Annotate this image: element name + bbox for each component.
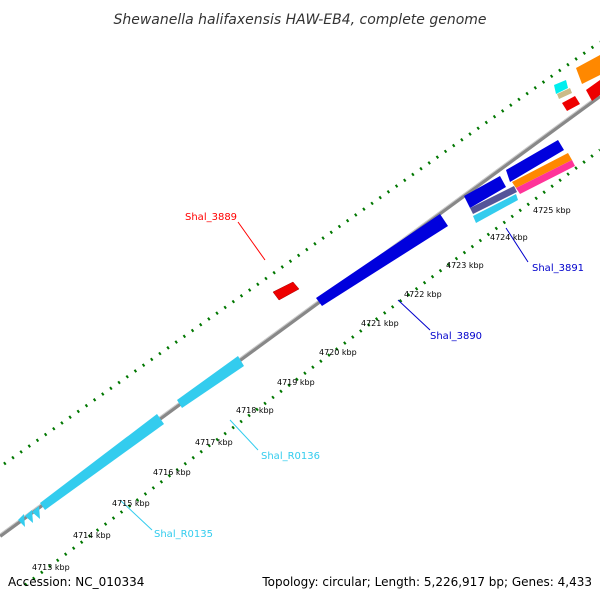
gene-arrow-small-1[interactable] [18, 514, 25, 527]
gene-shal-3889[interactable] [272, 281, 300, 301]
callout-shal-r0135 [119, 499, 153, 531]
callout-shal-3891 [505, 227, 529, 263]
gene-magenta-stripe[interactable] [516, 160, 575, 194]
gene-label[interactable]: Shal_R0136 [261, 451, 320, 462]
tick-label: 4720 kbp [319, 348, 357, 357]
gene-red-top-right[interactable] [586, 80, 600, 101]
accession-label: Accession: NC_010334 [8, 575, 144, 589]
gene-shal-3890[interactable] [316, 214, 448, 306]
callout-shal-3889 [237, 221, 266, 261]
gene-orange-stripe[interactable] [512, 153, 572, 188]
tick-label: 4716 kbp [153, 468, 191, 477]
tick-label: 4724 kbp [490, 233, 528, 242]
tick-labels: 4713 kbp 4714 kbp 4715 kbp 4716 kbp 4717… [32, 206, 571, 572]
tick-label: 4715 kbp [112, 499, 150, 508]
tick-label: 4713 kbp [32, 563, 70, 572]
gene-label[interactable]: Shal_3889 [185, 212, 237, 223]
gene-cyan-small[interactable] [554, 80, 568, 94]
inner-dotted-track [24, 148, 600, 587]
tick-label: 4719 kbp [277, 378, 315, 387]
tick-label: 4718 kbp [236, 406, 274, 415]
gene-arrow-small-2[interactable] [25, 510, 33, 523]
gene-purple-stripe[interactable] [470, 186, 517, 214]
reverse-strand-features [18, 140, 575, 527]
gene-arrow-small-3[interactable] [32, 506, 40, 519]
gene-shal-r0135[interactable] [40, 414, 164, 510]
callout-shal-r0136 [229, 419, 259, 451]
forward-strand-features [272, 55, 600, 301]
map-title: Shewanella halifaxensis HAW-EB4, complet… [113, 12, 486, 28]
tick-label: 4723 kbp [446, 261, 484, 270]
tick-label: 4717 kbp [195, 438, 233, 447]
gene-blue-upper-b[interactable] [506, 140, 564, 182]
tick-label: 4714 kbp [73, 531, 111, 540]
tick-label: 4722 kbp [404, 290, 442, 299]
gene-blue-upper-a[interactable] [464, 176, 506, 208]
gene-beige-small[interactable] [557, 88, 572, 99]
gene-labels: Shal_3889 Shal_3891 Shal_3890 Shal_R0136… [154, 212, 584, 540]
gene-shal-r0136[interactable] [177, 356, 244, 408]
gene-cyan-stripe[interactable] [473, 194, 518, 223]
gene-label[interactable]: Shal_R0135 [154, 529, 213, 540]
genome-summary: Topology: circular; Length: 5,226,917 bp… [261, 575, 592, 589]
callout-lines [119, 221, 529, 531]
callout-shal-3890 [397, 299, 431, 331]
gene-label[interactable]: Shal_3891 [532, 263, 584, 274]
gene-orange-top[interactable] [576, 55, 600, 84]
gene-label[interactable]: Shal_3890 [430, 331, 482, 342]
tick-label: 4721 kbp [361, 319, 399, 328]
gene-red-small[interactable] [562, 96, 580, 111]
tick-label: 4725 kbp [533, 206, 571, 215]
outer-dotted-track [3, 40, 600, 466]
